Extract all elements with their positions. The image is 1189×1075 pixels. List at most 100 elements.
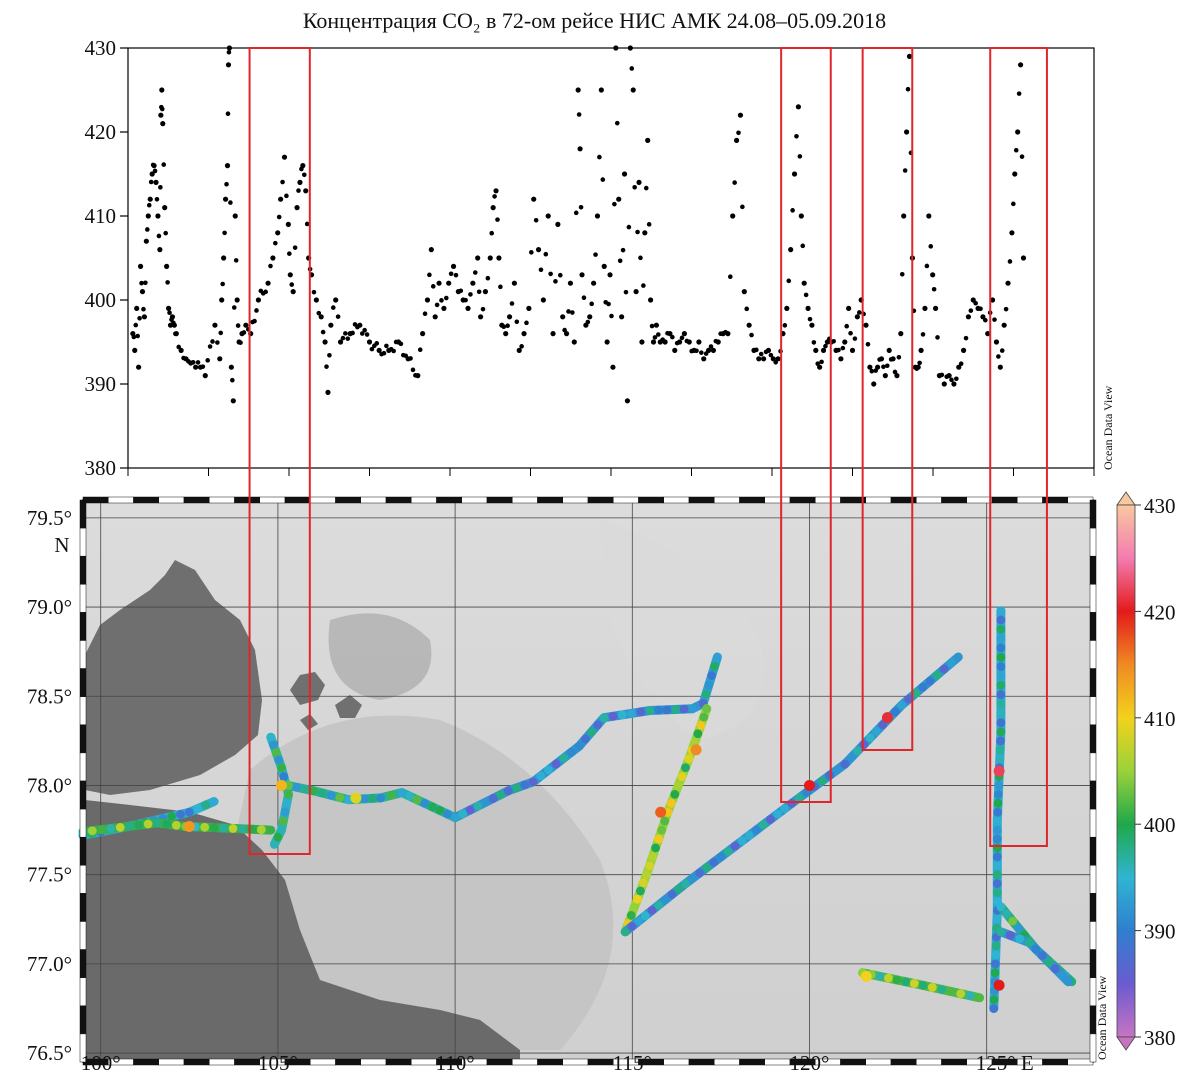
timeseries-ytick-label: 410 xyxy=(85,204,117,228)
highlight-box xyxy=(780,47,832,803)
frame-dash xyxy=(79,499,87,529)
co2-point xyxy=(458,288,464,294)
track-sample xyxy=(662,705,672,715)
co2-point xyxy=(301,172,307,178)
co2-point xyxy=(430,284,436,289)
co2-point xyxy=(650,339,657,345)
co2-point xyxy=(612,201,617,207)
co2-point xyxy=(624,398,631,404)
co2-point xyxy=(985,331,991,337)
frame-dash xyxy=(360,496,387,504)
track-sample xyxy=(996,634,1006,644)
ship-tracks xyxy=(78,606,1077,1013)
frame-dash xyxy=(1089,499,1097,529)
co2-point xyxy=(809,322,815,328)
track-sample xyxy=(167,811,176,821)
co2-point xyxy=(805,305,811,311)
co2-point xyxy=(553,279,558,284)
co2-point xyxy=(958,361,964,367)
co2-point xyxy=(662,339,668,345)
track-sample xyxy=(925,676,935,686)
co2-point xyxy=(362,327,367,333)
co2-point xyxy=(350,330,355,336)
co2-point xyxy=(294,205,300,211)
frame-dash xyxy=(1089,527,1097,557)
track-sample xyxy=(699,712,709,722)
track-sample xyxy=(647,905,657,915)
track-sample xyxy=(386,790,396,800)
co2-point xyxy=(132,347,138,353)
track-sample xyxy=(238,824,247,834)
co2-point xyxy=(289,282,295,287)
co2-point xyxy=(980,314,986,320)
co2-point xyxy=(842,339,848,345)
track-sample xyxy=(825,770,835,780)
co2-point xyxy=(324,364,329,369)
co2-point xyxy=(939,372,945,378)
land-masses xyxy=(85,560,520,1062)
co2-point xyxy=(152,168,158,174)
co2-point xyxy=(364,332,370,337)
track-hotspot xyxy=(881,712,893,724)
co2-point xyxy=(136,364,142,370)
co2-point xyxy=(617,258,623,264)
colorbar-label: 420 xyxy=(1144,600,1176,624)
odv-watermark-map: Ocean Data View xyxy=(1095,975,1109,1060)
co2-point xyxy=(882,373,888,379)
co2-point xyxy=(340,335,346,341)
co2-point xyxy=(448,271,454,277)
co2-point xyxy=(848,330,853,336)
map-ytick-label: 79.0° xyxy=(27,595,72,619)
track-sample xyxy=(990,959,1000,969)
co2-point xyxy=(441,305,447,311)
co2-point xyxy=(932,305,939,311)
track-sample xyxy=(645,861,654,871)
co2-point xyxy=(593,252,598,257)
co2-point xyxy=(699,350,704,355)
co2-point xyxy=(156,233,162,239)
frame-dash xyxy=(587,496,614,504)
frame-dash xyxy=(79,780,87,810)
co2-point xyxy=(756,356,762,362)
co2-point xyxy=(145,213,151,219)
co2-point xyxy=(817,364,823,370)
co2-point xyxy=(163,230,168,236)
frame-dash xyxy=(663,496,690,504)
track-sample xyxy=(654,705,663,715)
frame-dash xyxy=(764,496,791,504)
track-sample xyxy=(1002,909,1012,919)
track-sample xyxy=(587,727,596,737)
co2-point xyxy=(649,323,655,329)
ship-track-map-panel: 100° 105° 110° 115° 120° 125° E 76.5° 77.0° 77.5… xyxy=(27,496,1109,1075)
co2-point xyxy=(420,331,426,337)
co2-point xyxy=(226,49,232,55)
co2-point xyxy=(218,330,224,336)
track-sample xyxy=(853,746,862,756)
co2-point xyxy=(589,301,594,307)
co2-point xyxy=(878,356,885,362)
track-hotspot xyxy=(993,765,1005,777)
co2-point xyxy=(871,381,877,387)
co2-point xyxy=(604,339,610,345)
co2-point xyxy=(316,310,322,316)
track-sample xyxy=(627,922,637,931)
co2-point xyxy=(768,352,774,358)
co2-point xyxy=(705,347,712,353)
track-sample xyxy=(397,788,407,797)
co2-point xyxy=(234,297,240,303)
track-sample xyxy=(787,798,797,808)
frame-dash xyxy=(183,1058,210,1066)
track-sample xyxy=(608,711,618,721)
co2-point xyxy=(607,272,613,278)
frame-dash xyxy=(714,1058,740,1066)
co2-point xyxy=(978,306,983,312)
track-sample xyxy=(219,823,228,833)
frame-dash xyxy=(1089,836,1097,866)
track-sample xyxy=(773,809,782,819)
co2-point xyxy=(902,168,908,173)
co2-point xyxy=(535,247,542,253)
co2-point xyxy=(159,87,165,93)
track-sample xyxy=(266,732,276,742)
highlight-box xyxy=(989,47,1048,847)
track-sample xyxy=(992,888,1002,897)
